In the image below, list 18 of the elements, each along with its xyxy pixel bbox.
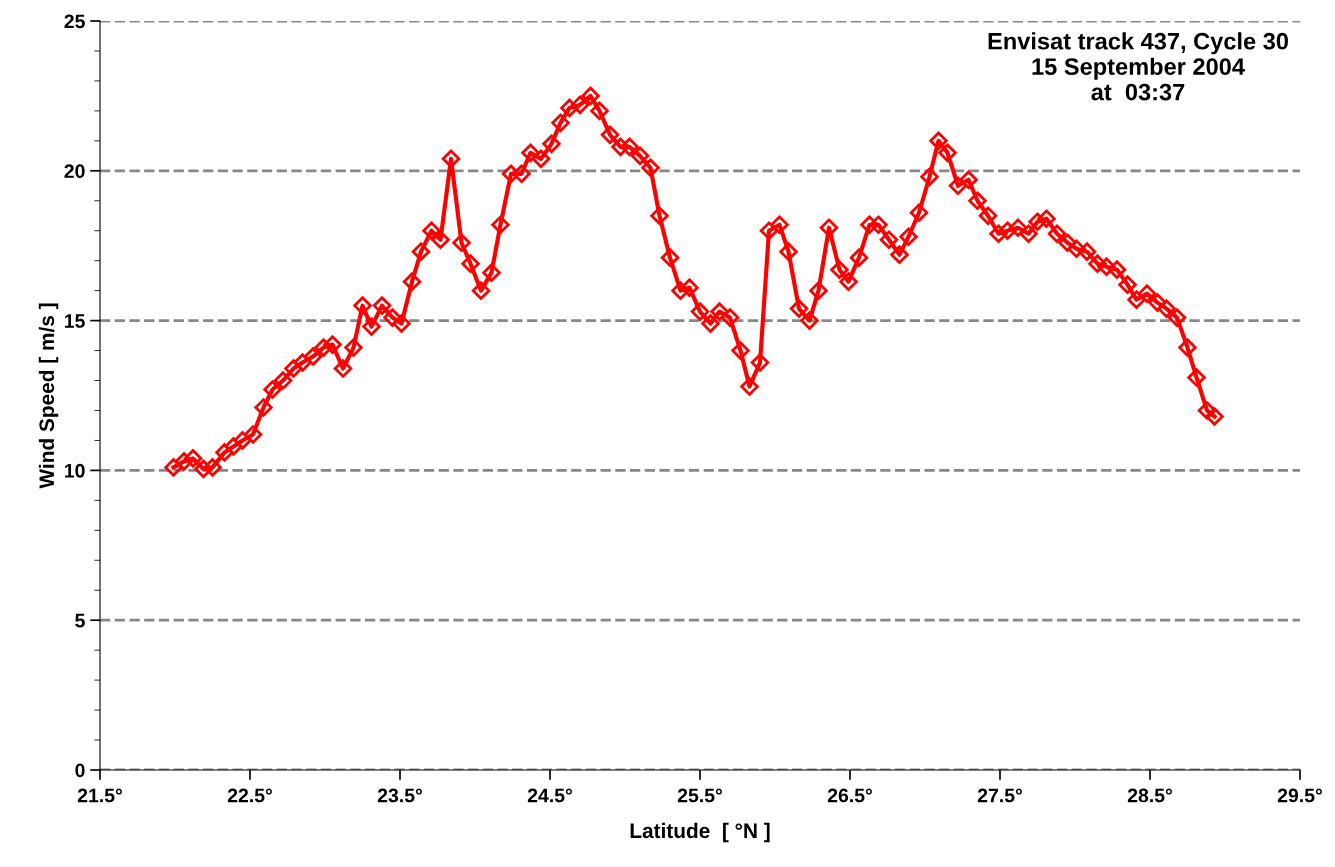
- y-axis-title: Wind Speed [ m/s ]: [38, 303, 59, 489]
- x-tick-label: 21.5°: [77, 788, 122, 803]
- x-axis-title: Latitude [ °N ]: [630, 822, 770, 843]
- x-tick-label: 29.5°: [1277, 788, 1322, 803]
- x-tick-label: 28.5°: [1127, 788, 1172, 803]
- annotation: Envisat track 437, Cycle 30 15 September 2004 at 03:37: [988, 32, 1288, 101]
- x-tick-label: 22.5°: [227, 788, 272, 803]
- y-tick-label: 20: [64, 164, 85, 179]
- y-tick-label: 25: [64, 14, 85, 29]
- y-tick-label: 5: [75, 613, 85, 628]
- x-tick-label: 26.5°: [827, 788, 872, 803]
- y-tick-label: 15: [65, 314, 85, 328]
- x-tick-label: 24.5°: [527, 788, 572, 803]
- x-tick-label: 25.5°: [677, 788, 722, 803]
- y-tick-label: 0: [75, 763, 85, 778]
- x-tick-label: 23.5°: [377, 788, 422, 803]
- x-tick-label: 27.5°: [977, 788, 1022, 803]
- y-tick-label: 10: [65, 463, 85, 478]
